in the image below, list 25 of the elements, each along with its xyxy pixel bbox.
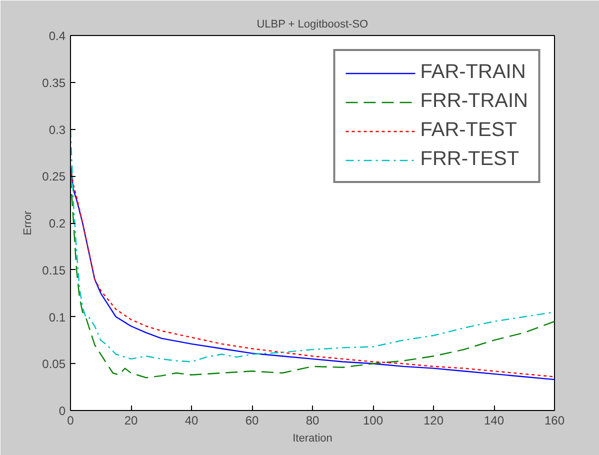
y-tick-label: 0.1 xyxy=(48,310,66,324)
y-tick-label: 0.4 xyxy=(48,29,66,43)
x-tick-label: 0 xyxy=(67,414,74,428)
y-tick-label: 0.25 xyxy=(42,170,66,184)
y-axis-title: Error xyxy=(22,210,34,236)
y-tick-label: 0.3 xyxy=(48,122,66,137)
y-tick-label: 0.05 xyxy=(42,357,66,372)
x-tick-label: 120 xyxy=(423,414,444,428)
x-tick-label: 160 xyxy=(544,414,565,428)
x-tick-label: 140 xyxy=(484,414,504,428)
y-tick-label: 0.35 xyxy=(42,76,66,90)
legend-label: FAR-TEST xyxy=(420,119,517,142)
x-axis-title: Iteration xyxy=(292,432,332,444)
x-tick-label: 20 xyxy=(124,414,138,428)
chart-title: ULBP + Logitboost-SO xyxy=(256,18,369,30)
x-tick-label: 60 xyxy=(245,414,259,428)
y-tick-label: 0 xyxy=(58,404,66,418)
y-tick-label: 0.15 xyxy=(42,263,66,278)
legend-label: FRR-TRAIN xyxy=(420,90,528,113)
legend-label: FAR-TRAIN xyxy=(420,61,526,84)
x-tick-label: 40 xyxy=(184,414,198,428)
x-tick-label: 80 xyxy=(306,414,320,428)
legend-label: FRR-TEST xyxy=(420,148,520,171)
x-tick-label: 100 xyxy=(362,414,384,428)
y-tick-label: 0.2 xyxy=(48,216,66,230)
